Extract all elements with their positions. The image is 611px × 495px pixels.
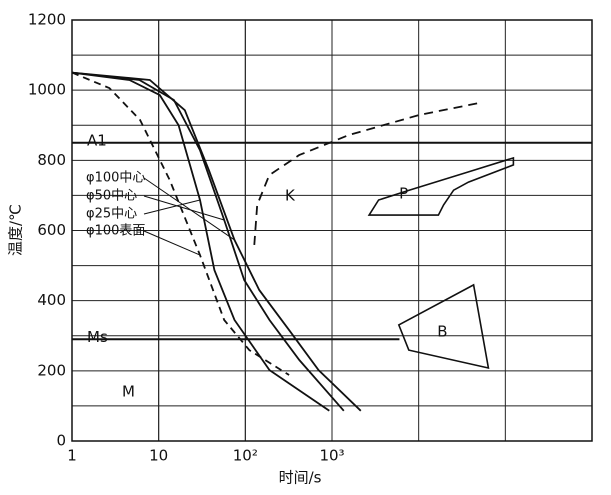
y-tick-label: 0 <box>56 432 66 450</box>
y-tick-label: 400 <box>37 291 66 309</box>
curve-label: φ50中心 <box>86 189 137 204</box>
y-axis-label: 温度/℃ <box>7 204 25 256</box>
y-tick-label: 1200 <box>28 11 66 29</box>
x-tick-label: 1 <box>67 447 77 465</box>
leader-line <box>143 195 225 221</box>
x-tick-label: 10² <box>233 447 258 465</box>
plot-frame <box>71 19 593 442</box>
cooling-curve <box>71 71 345 412</box>
leader-line <box>143 230 201 256</box>
x-tick-label: 10³ <box>319 447 344 465</box>
region-label: K <box>285 187 296 205</box>
leader-line <box>143 199 201 215</box>
level-label: Ms <box>87 328 108 346</box>
x-axis-label: 时间/s <box>279 469 322 487</box>
cooling-curve <box>71 71 330 412</box>
curve-label: φ100中心 <box>86 171 145 186</box>
y-tick-label: 600 <box>37 221 66 239</box>
region-label: P <box>399 185 408 203</box>
curve-label: φ25中心 <box>86 207 137 222</box>
curve-label: φ100表面 <box>86 224 145 239</box>
transformation-region <box>397 283 490 370</box>
y-tick-label: 200 <box>37 361 66 379</box>
cooling-curve <box>71 71 290 376</box>
y-tick-label: 1000 <box>28 81 66 99</box>
level-label: A1 <box>87 131 107 149</box>
field-label: M <box>122 383 135 401</box>
transformation-region <box>367 156 515 216</box>
x-tick-label: 10 <box>149 447 168 465</box>
cooling-curve <box>71 71 362 412</box>
transformation-line <box>253 102 479 245</box>
leader-line <box>143 177 235 241</box>
y-tick-label: 800 <box>37 151 66 169</box>
region-label: B <box>437 322 447 340</box>
